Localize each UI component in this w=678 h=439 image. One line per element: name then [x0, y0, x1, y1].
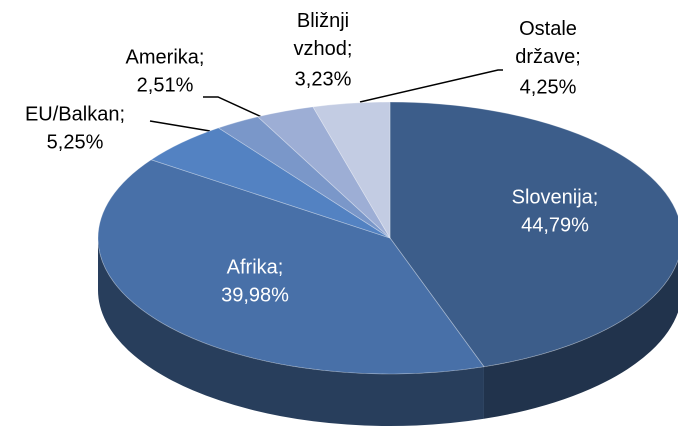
value-label: 4,25% [520, 76, 577, 98]
pie-slice [312, 101, 391, 240]
pie-slice-side [483, 260, 678, 419]
slice-label: Slovenija; [512, 186, 599, 208]
pie-slice [97, 159, 485, 375]
slice-label: Ostale države; [515, 18, 581, 68]
pie-slice [389, 101, 678, 368]
value-label: 2,51% [137, 74, 194, 96]
slice-label: Bližnji vzhod; [294, 10, 353, 60]
pie-slice-side [98, 238, 484, 426]
pie-sides [98, 238, 678, 426]
value-label: 44,79% [521, 214, 589, 236]
leader-line [359, 69, 503, 103]
pie-slice [217, 116, 391, 239]
value-label: 3,23% [295, 68, 352, 90]
value-label: 39,98% [221, 284, 289, 306]
slice-label: EU/Balkan; [25, 103, 125, 125]
slice-label: Afrika; [227, 256, 284, 278]
leader-line [203, 96, 265, 119]
slice-label: Amerika; [126, 46, 205, 68]
pie-slice [150, 127, 391, 239]
value-label: 5,25% [47, 131, 104, 153]
pie-tops [97, 101, 678, 375]
leader-line [149, 120, 211, 132]
pie-slice [256, 106, 391, 239]
